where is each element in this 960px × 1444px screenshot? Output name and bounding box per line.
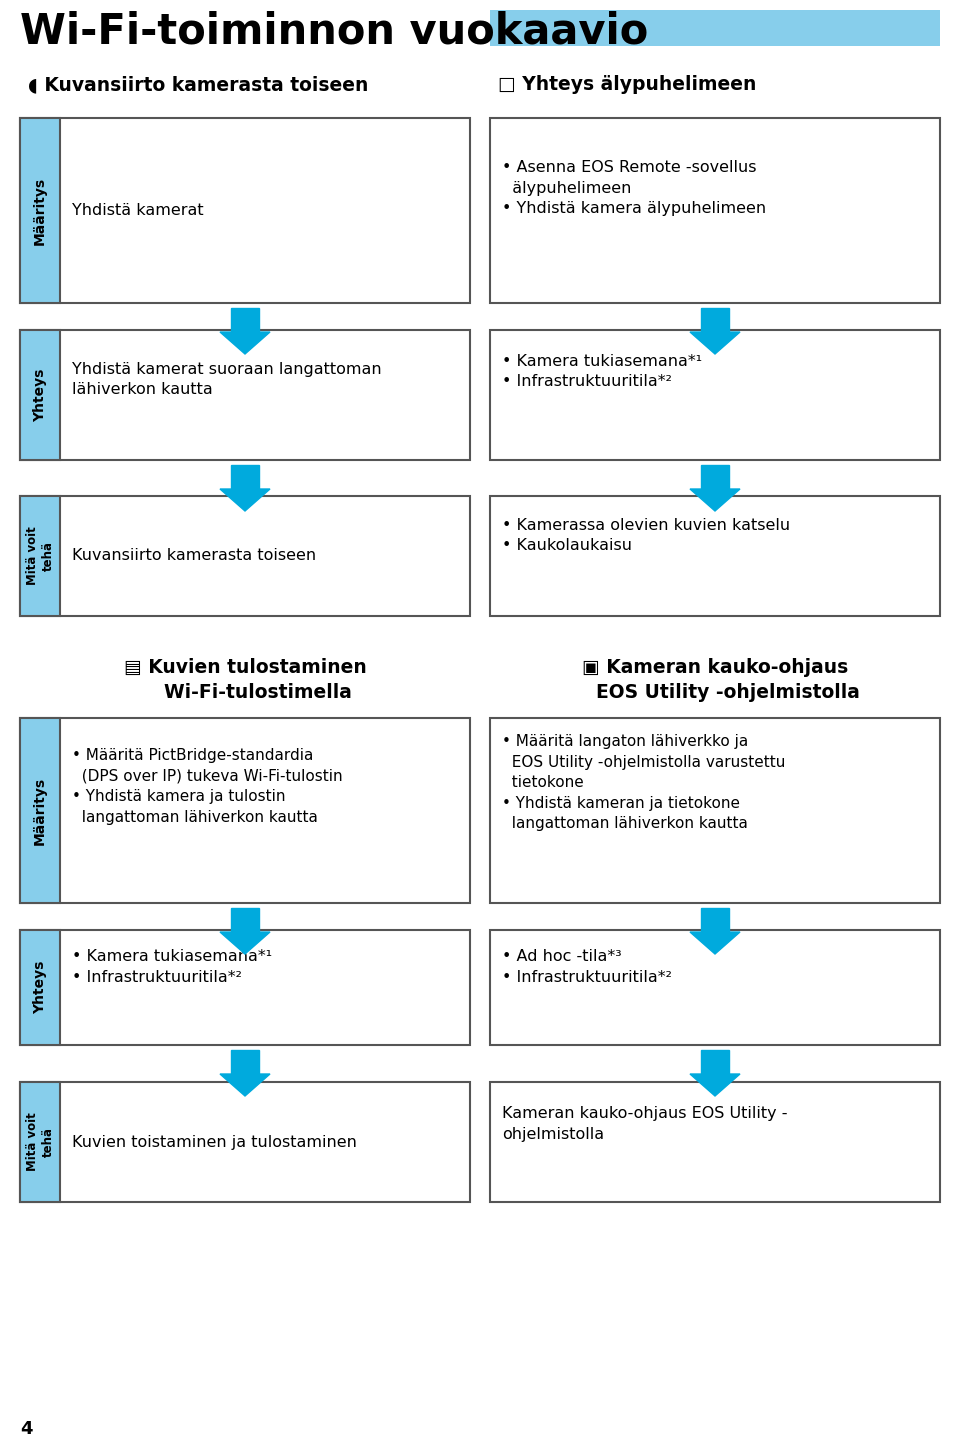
Bar — [490, 930, 940, 1045]
Bar — [20, 930, 470, 1045]
Bar — [490, 718, 940, 902]
Text: Wi-Fi-toiminnon vuokaavio: Wi-Fi-toiminnon vuokaavio — [20, 10, 648, 52]
Text: 4: 4 — [20, 1419, 33, 1438]
Polygon shape — [701, 1050, 729, 1074]
Text: Yhteys: Yhteys — [33, 368, 47, 422]
Bar — [20, 495, 470, 617]
Bar — [20, 930, 60, 1045]
Text: • Kamera tukiasemana*¹
• Infrastruktuuritila*²: • Kamera tukiasemana*¹ • Infrastruktuuri… — [72, 949, 272, 985]
Text: • Määritä langaton lähiverkko ja
  EOS Utility -ohjelmistolla varustettu
  tieto: • Määritä langaton lähiverkko ja EOS Uti… — [502, 735, 785, 832]
Bar — [20, 495, 60, 617]
Text: Yhteys: Yhteys — [33, 960, 47, 1014]
Text: Yhdistä kamerat: Yhdistä kamerat — [72, 204, 204, 218]
Bar — [20, 118, 470, 303]
Polygon shape — [220, 332, 270, 354]
Bar — [20, 1082, 60, 1201]
Text: • Ad hoc -tila*³
• Infrastruktuuritila*²: • Ad hoc -tila*³ • Infrastruktuuritila*² — [502, 949, 672, 985]
Polygon shape — [690, 931, 740, 954]
Bar — [490, 495, 940, 617]
Text: Kuvansiirto kamerasta toiseen: Kuvansiirto kamerasta toiseen — [72, 549, 316, 563]
Bar — [20, 718, 470, 902]
Bar — [20, 118, 60, 303]
Text: Mitä voit
tehä: Mitä voit tehä — [26, 527, 55, 585]
Text: Määritys: Määritys — [33, 176, 47, 244]
Polygon shape — [701, 908, 729, 931]
Text: □ Yhteys älypuhelimeen: □ Yhteys älypuhelimeen — [498, 75, 756, 94]
Bar — [490, 10, 940, 46]
Bar — [490, 118, 940, 303]
Text: • Määritä PictBridge-standardia
  (DPS over IP) tukeva Wi-Fi-tulostin
• Yhdistä : • Määritä PictBridge-standardia (DPS ove… — [72, 748, 343, 825]
Text: Kuvien toistaminen ja tulostaminen: Kuvien toistaminen ja tulostaminen — [72, 1135, 357, 1149]
Polygon shape — [220, 1074, 270, 1096]
Text: ▣ Kameran kauko-ohjaus
    EOS Utility -ohjelmistolla: ▣ Kameran kauko-ohjaus EOS Utility -ohje… — [570, 658, 860, 702]
Polygon shape — [231, 908, 259, 931]
Polygon shape — [220, 931, 270, 954]
Polygon shape — [690, 490, 740, 511]
Text: ▤ Kuvien tulostaminen
    Wi-Fi-tulostimella: ▤ Kuvien tulostaminen Wi-Fi-tulostimella — [124, 658, 367, 702]
Polygon shape — [231, 1050, 259, 1074]
Polygon shape — [690, 332, 740, 354]
Polygon shape — [690, 1074, 740, 1096]
Polygon shape — [231, 465, 259, 490]
Text: Yhdistä kamerat suoraan langattoman
lähiverkon kautta: Yhdistä kamerat suoraan langattoman lähi… — [72, 361, 382, 397]
Polygon shape — [220, 490, 270, 511]
Text: Määritys: Määritys — [33, 777, 47, 845]
Text: ◖ Kuvansiirto kamerasta toiseen: ◖ Kuvansiirto kamerasta toiseen — [28, 75, 369, 94]
Polygon shape — [701, 465, 729, 490]
Text: Kameran kauko-ohjaus EOS Utility -
ohjelmistolla: Kameran kauko-ohjaus EOS Utility - ohjel… — [502, 1106, 787, 1142]
Bar — [20, 331, 60, 461]
Bar — [20, 718, 60, 902]
Bar — [490, 331, 940, 461]
Text: • Asenna EOS Remote -sovellus
  älypuhelimeen
• Yhdistä kamera älypuhelimeen: • Asenna EOS Remote -sovellus älypuhelim… — [502, 160, 766, 217]
Bar — [20, 331, 470, 461]
Text: • Kamerassa olevien kuvien katselu
• Kaukolaukaisu: • Kamerassa olevien kuvien katselu • Kau… — [502, 518, 790, 553]
Bar — [20, 1082, 470, 1201]
Polygon shape — [701, 308, 729, 332]
Text: • Kamera tukiasemana*¹
• Infrastruktuuritila*²: • Kamera tukiasemana*¹ • Infrastruktuuri… — [502, 354, 702, 390]
Polygon shape — [231, 308, 259, 332]
Bar — [490, 1082, 940, 1201]
Text: Mitä voit
tehä: Mitä voit tehä — [26, 1113, 55, 1171]
